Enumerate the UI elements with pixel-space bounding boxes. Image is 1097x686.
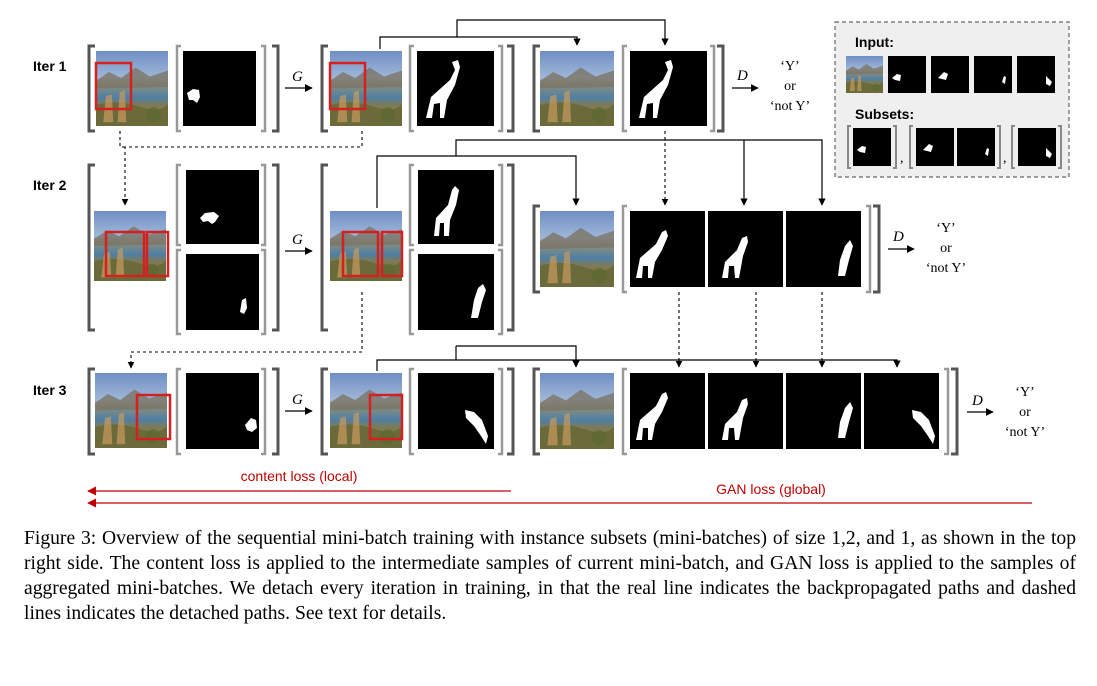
output-or: or (940, 241, 952, 256)
mask-tile (186, 170, 259, 244)
iter3-label: Iter 3 (33, 382, 67, 398)
mask-tile (186, 254, 259, 330)
g-label: G (292, 392, 303, 408)
iter2-label: Iter 2 (33, 177, 67, 193)
d-label: D (971, 393, 983, 409)
mask-tile (183, 51, 256, 126)
bracket (87, 44, 95, 133)
photo-aggregated (540, 211, 614, 287)
photo-aggregated (540, 51, 614, 126)
mask-tile (630, 373, 705, 449)
comma: , (1003, 151, 1007, 166)
output-y: ‘Y’ (1015, 385, 1034, 400)
output-y: ‘Y’ (780, 59, 799, 74)
output-not-y: ‘not Y’ (1005, 425, 1045, 440)
figure-caption: Figure 3: Overview of the sequential min… (24, 528, 1076, 624)
photo-generated (330, 373, 402, 448)
g-label: G (292, 232, 303, 248)
g-label: G (292, 69, 303, 85)
d-label: D (892, 229, 904, 245)
comma: , (900, 151, 904, 166)
photo-generated (330, 211, 402, 281)
photo-input (95, 373, 167, 448)
inset-photo (846, 56, 883, 93)
mask-tile (864, 373, 939, 449)
gan-loss-label: GAN loss (global) (716, 481, 826, 497)
mask-tile (630, 211, 705, 287)
output-not-y: ‘not Y’ (770, 99, 810, 114)
output-or: or (1019, 405, 1031, 420)
iter1-label: Iter 1 (33, 58, 67, 74)
inset-input-label: Input: (855, 34, 894, 50)
bbox (94, 61, 133, 111)
photo-aggregated (540, 373, 614, 449)
output-y: ‘Y’ (936, 221, 955, 236)
mask-giraffe (426, 60, 460, 118)
output-or: or (784, 79, 796, 94)
d-label: D (736, 68, 748, 84)
content-loss-label: content loss (local) (241, 468, 358, 484)
output-not-y: ‘not Y’ (926, 261, 966, 276)
mask-giraffe (639, 60, 673, 118)
mask-shape (187, 89, 200, 103)
inset-subsets-label: Subsets: (855, 106, 914, 122)
figure-diagram: Iter 1 G D ‘Y’ or ‘not Y’ Input: Subsets… (33, 19, 1070, 508)
mask-tile (186, 373, 259, 449)
mask-tile (418, 170, 494, 244)
